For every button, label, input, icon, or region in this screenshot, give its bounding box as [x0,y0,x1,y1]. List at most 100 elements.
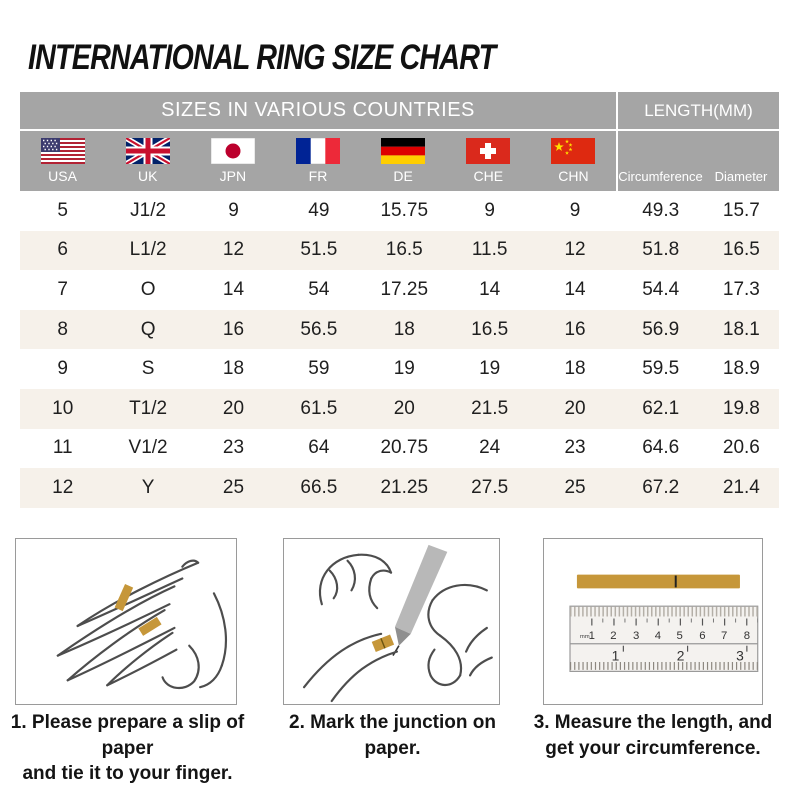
paper-strip [576,574,740,589]
ruler-cm-6: 6 [699,630,705,642]
country-columns: USA UK [20,131,618,191]
step3-caption-line1: 3. Measure the length, and [533,712,773,733]
cell-diameter: 16.5 [722,239,760,261]
column-header-de: DE [361,131,446,191]
cell-chn: 23 [564,437,586,459]
table-header: SIZES IN VARIOUS COUNTRIES LENGTH(MM) US… [20,92,779,191]
group-header-sizes: SIZES IN VARIOUS COUNTRIES [20,92,618,129]
ruler-inch-2: 2 [677,648,685,664]
cell-che: 27.5 [471,476,509,498]
cell-che: 24 [479,437,501,459]
cell-usa: 7 [57,278,68,300]
cell-che: 11.5 [471,239,508,261]
table-row: 6 L1/2 12 51.5 16.5 11.5 12 51.8 16.5 [20,230,779,271]
column-header-che: CHE [446,131,531,191]
cell-diameter: 17.3 [722,278,760,300]
usa-flag-icon [40,138,85,164]
mark-junction-illustration [302,544,493,703]
step3-caption-line2: get your circumference. [545,737,761,759]
cell-de: 20.75 [380,437,429,459]
column-header-uk: UK [105,131,190,191]
column-label: DE [393,168,413,184]
cell-de: 18 [393,318,415,340]
cell-circumference: 49.3 [642,199,680,221]
cell-usa: 9 [57,358,68,380]
cell-fr: 59 [308,358,330,380]
cell-uk: J1/2 [130,199,167,221]
cell-diameter: 19.8 [722,397,760,419]
cell-circumference: 51.8 [642,239,680,261]
cell-circumference: 64.6 [642,437,680,459]
cell-chn: 9 [569,199,581,221]
cell-circumference: 62.1 [642,397,680,419]
column-label: FR [308,168,328,184]
cell-che: 14 [479,278,501,300]
cell-circumference: 59.5 [642,358,680,380]
cell-uk: Q [140,318,156,340]
cell-uk: V1/2 [128,437,168,459]
ruler-mm-label: mm [580,634,590,640]
cell-fr: 61.5 [300,397,338,419]
cell-fr: 49 [308,199,330,221]
cell-fr: 56.5 [300,318,338,340]
cell-chn: 16 [564,318,586,340]
step3-caption: 3. Measure the length, and get your circ… [533,710,773,761]
cell-fr: 54 [308,278,330,300]
column-header-diameter: Diameter [714,169,768,184]
cell-chn: 12 [564,239,586,261]
table-row: 12 Y 25 66.5 21.25 27.5 25 67.2 21.4 [20,468,779,508]
cell-usa: 11 [52,437,73,459]
table-row: 9 S 18 59 19 19 18 59.5 18.9 [20,349,779,389]
step3-illustration-box: mm 1 2 3 4 5 6 7 8 1 2 3 [543,538,763,705]
cell-jpn: 23 [222,437,245,459]
cell-jpn: 25 [222,476,245,498]
cell-diameter: 18.1 [722,318,760,340]
ruler-cm-2: 2 [610,630,616,642]
table-row: 8 Q 16 56.5 18 16.5 16 56.9 18.1 [20,309,779,350]
step1-caption: 1. Please prepare a slip of paper and ti… [5,710,250,787]
germany-flag-icon [381,138,426,164]
cell-jpn: 9 [228,199,239,221]
cell-chn: 25 [564,476,586,498]
cell-uk: O [140,278,156,300]
cell-chn: 14 [564,278,586,300]
ruler-cm-5: 5 [677,630,683,642]
column-label: CHE [473,168,504,184]
cell-che: 9 [484,199,495,221]
cell-jpn: 14 [222,278,245,300]
step2-illustration-box [283,538,500,705]
cell-circumference: 54.4 [642,278,680,300]
table-row: 10 T1/2 20 61.5 20 21.5 20 62.1 19.8 [20,388,779,429]
cell-uk: T1/2 [129,397,168,419]
column-label: JPN [219,168,247,184]
step1-caption-line1: 1. Please prepare a slip of paper [10,712,245,759]
cell-usa: 8 [57,318,68,340]
cell-jpn: 18 [222,358,245,380]
china-flag-icon [551,138,596,164]
ruler-cm-1: 1 [589,630,595,642]
cell-circumference: 56.9 [642,318,680,340]
cell-de: 16.5 [385,239,423,261]
ruler-cm-3: 3 [633,630,639,642]
cell-de: 19 [393,358,415,380]
cell-che: 19 [479,358,501,380]
ruler-cm-7: 7 [721,630,727,642]
cell-circumference: 67.2 [642,476,680,498]
column-header-fr: FR [275,131,360,191]
table-row: 11 V1/2 23 64 20.75 24 23 64.6 20.6 [20,429,779,469]
cell-usa: 6 [57,239,68,261]
cell-che: 16.5 [471,318,509,340]
cell-usa: 12 [52,476,74,498]
ruler-inch-3: 3 [736,648,744,664]
column-header-chn: CHN [531,131,616,191]
cell-diameter: 21.4 [722,476,760,498]
hand-with-paper-illustration [56,559,228,690]
cell-usa: 5 [57,199,68,221]
japan-flag-icon [210,138,255,164]
cell-chn: 20 [564,397,586,419]
uk-flag-icon [125,138,170,164]
column-header-jpn: JPN [190,131,275,191]
ruler-inch-1: 1 [612,648,620,664]
cell-che: 21.5 [471,397,509,419]
